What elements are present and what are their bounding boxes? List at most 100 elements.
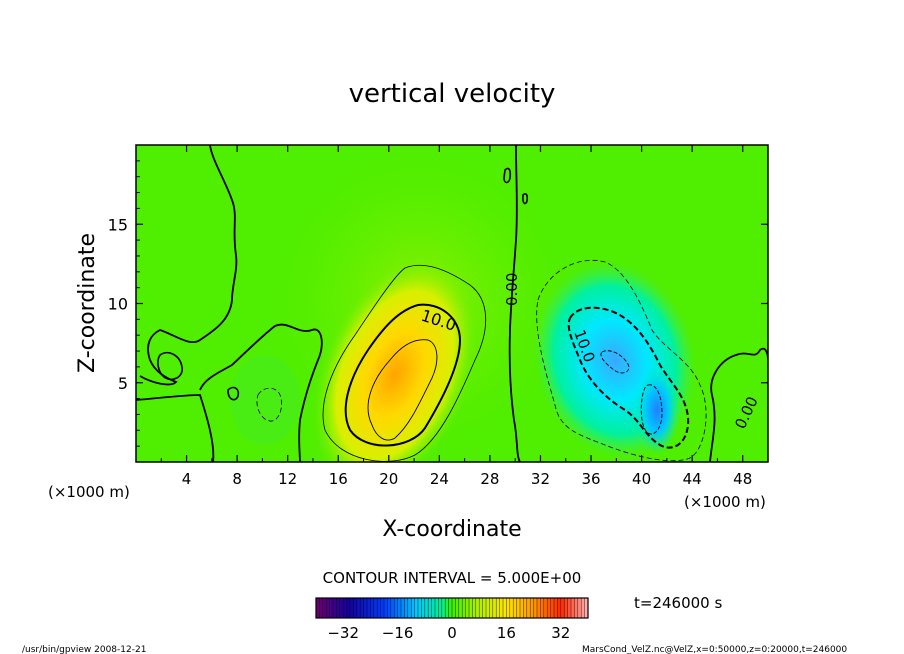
x-tick-label: 8 xyxy=(232,470,242,488)
colorbar-cell xyxy=(564,598,568,618)
colorbar-cell xyxy=(346,598,351,618)
zero-blob-1 xyxy=(503,167,512,184)
x-axis-label: X-coordinate xyxy=(382,517,521,542)
colorbar-cell xyxy=(550,598,555,618)
y-axis-label: Z-coordinate xyxy=(75,233,100,373)
colorbar-cell xyxy=(428,598,432,618)
colorbar-frame xyxy=(315,597,589,619)
colorbar-cell xyxy=(435,598,439,618)
colorbar-cell xyxy=(356,598,361,618)
colorbar-cell xyxy=(469,598,473,618)
colorbar-cell xyxy=(465,598,470,618)
colorbar-cell xyxy=(384,598,388,618)
colorbar-cell xyxy=(326,598,330,618)
y-tick-label: 15 xyxy=(108,215,128,234)
x-axis: 4 8 12 16 20 24 28 32 36 40 44 48 xyxy=(160,145,752,488)
colorbar-cell xyxy=(424,598,429,618)
colorbar-cell xyxy=(554,598,558,618)
x-tick-label: 16 xyxy=(329,470,348,488)
colorbar-cell xyxy=(499,598,504,618)
colorbar-cell xyxy=(509,598,514,618)
zero-blob-4 xyxy=(157,351,183,381)
colorbar-cell xyxy=(390,598,395,618)
colorbar-cell xyxy=(353,598,358,618)
colorbar-cell xyxy=(479,598,483,618)
y-tick-label: 5 xyxy=(118,374,128,393)
colorbar-cell xyxy=(567,598,572,618)
colorbar-cell xyxy=(475,598,480,618)
colorbar-tick-label: 32 xyxy=(551,624,570,642)
colorbar xyxy=(315,598,589,618)
colorbar-cell xyxy=(496,598,500,618)
colorbar-cell xyxy=(367,598,371,618)
colorbar-cell xyxy=(373,598,378,618)
colorbar-cell xyxy=(387,598,392,618)
x-tick-label: 40 xyxy=(632,470,651,488)
colorbar-cell xyxy=(543,598,548,618)
colorbar-cell xyxy=(452,598,456,618)
colorbar-cell xyxy=(445,598,449,618)
contour-neg-5 xyxy=(536,259,707,462)
contour-pos-15 xyxy=(367,339,438,441)
colorbar-cell xyxy=(458,598,463,618)
colorbar-cell xyxy=(523,598,528,618)
colorbar-cell xyxy=(414,598,419,618)
colorbar-cell xyxy=(441,598,446,618)
colorbar-cell xyxy=(560,598,565,618)
colorbar-cell xyxy=(513,598,517,618)
x-tick-label: 20 xyxy=(379,470,398,488)
colorbar-cell xyxy=(581,598,585,618)
colorbar-cell xyxy=(448,598,453,618)
colorbar-cell xyxy=(394,598,398,618)
colorbar-cell xyxy=(319,598,324,618)
x-tick-label: 12 xyxy=(278,470,297,488)
colorbar-cell xyxy=(574,598,579,618)
contour-pos-5 xyxy=(322,264,487,462)
colorbar-cell xyxy=(547,598,551,618)
colorbar-cell xyxy=(486,598,490,618)
plot-area: 10.0 0.00 10.0 0.00 xyxy=(136,145,768,462)
zero-contour-left xyxy=(139,145,238,386)
contour-pos-10 xyxy=(344,303,462,447)
colorbar-cell xyxy=(537,598,541,618)
colorbar-cell xyxy=(489,598,494,618)
downdraft-core-shade xyxy=(635,365,679,455)
colorbar-tick-label: −32 xyxy=(327,624,359,642)
colorbar-cell xyxy=(557,598,562,618)
x-tick-label: 48 xyxy=(733,470,752,488)
zero-blob-2 xyxy=(522,193,529,205)
colorbar-cell xyxy=(571,598,575,618)
colorbar-cell xyxy=(540,598,545,618)
colorbar-cell xyxy=(350,598,354,618)
x-tick-label: 32 xyxy=(531,470,550,488)
weak-downdraft-shade xyxy=(230,355,300,445)
colorbar-cell xyxy=(431,598,436,618)
colorbar-cell xyxy=(503,598,507,618)
time-label: t=246000 s xyxy=(634,594,722,612)
colorbar-cell xyxy=(472,598,477,618)
colorbar-cell xyxy=(411,598,415,618)
zero-contour-center xyxy=(508,145,521,462)
footer-right: MarsCond_VelZ.nc@VelZ,x=0:50000,z=0:2000… xyxy=(582,645,847,654)
y-axis: 5 10 15 xyxy=(108,160,768,447)
colorbar-cell xyxy=(343,598,347,618)
contour-neg-weak xyxy=(256,387,282,422)
colorbar-cell xyxy=(339,598,344,618)
contour-neg-15 xyxy=(600,350,630,374)
contour-neg-15b xyxy=(640,384,663,435)
colorbar-cell xyxy=(584,598,589,618)
colorbar-cell xyxy=(329,598,334,618)
colorbar-cell xyxy=(421,598,426,618)
colorbar-cell xyxy=(370,598,375,618)
colorbar-cell xyxy=(533,598,538,618)
colorbar-cell xyxy=(333,598,337,618)
colorbar-tick-label: −16 xyxy=(382,624,414,642)
zero-contour-left-3 xyxy=(136,394,215,462)
colorbar-tick-label: 0 xyxy=(447,624,457,642)
colorbar-cell xyxy=(526,598,531,618)
colorbar-cell xyxy=(380,598,385,618)
x-unit-right: (×1000 m) xyxy=(684,493,766,511)
x-unit-left: (×1000 m) xyxy=(48,483,130,501)
colorbar-cell xyxy=(577,598,582,618)
